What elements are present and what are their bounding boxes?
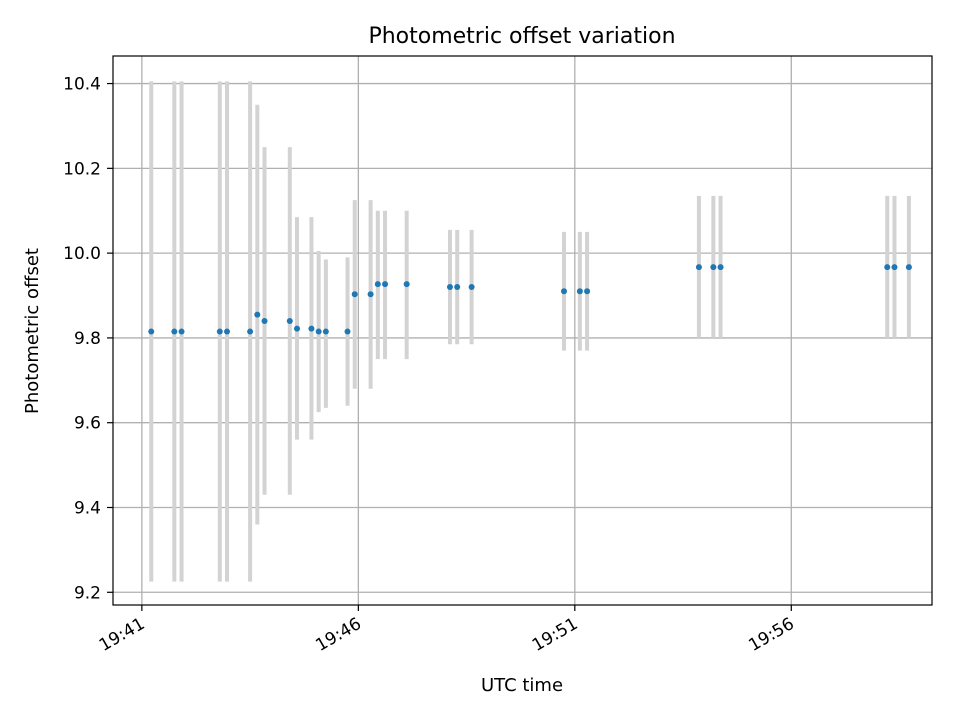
data-point: [468, 284, 475, 291]
data-point: [584, 288, 591, 295]
data-point: [382, 281, 389, 288]
data-point: [710, 264, 717, 271]
data-point: [216, 328, 223, 335]
data-point: [891, 264, 898, 271]
x-tick-label: 19:41: [96, 614, 148, 656]
y-axis-label: Photometric offset: [22, 248, 43, 414]
error-bars: [149, 81, 911, 582]
data-point: [315, 328, 322, 335]
data-point: [322, 328, 329, 335]
data-point: [905, 264, 912, 271]
data-point: [695, 264, 702, 271]
y-tick-label: 9.2: [74, 583, 101, 603]
data-point: [247, 328, 254, 335]
y-tick-label: 9.8: [74, 329, 101, 349]
y-axis-ticks: 9.2 9.4 9.6 9.8 10.0 10.2 10.4: [63, 75, 113, 603]
data-point: [178, 328, 185, 335]
y-tick-label: 9.4: [74, 498, 101, 518]
data-point: [446, 284, 453, 291]
data-point: [576, 288, 583, 295]
data-point: [224, 328, 231, 335]
data-point: [261, 317, 268, 324]
x-tick-label: 19:56: [745, 614, 797, 656]
data-point: [560, 288, 567, 295]
data-point: [403, 281, 410, 288]
y-tick-label: 10.2: [63, 159, 101, 179]
x-tick-label: 19:51: [529, 614, 581, 656]
data-point: [308, 325, 315, 332]
data-point: [294, 325, 301, 332]
x-axis-label: UTC time: [481, 675, 563, 696]
chart-title: Photometric offset variation: [368, 24, 675, 49]
data-point: [171, 328, 178, 335]
data-point: [884, 264, 891, 271]
data-point: [254, 311, 261, 318]
data-point: [367, 291, 374, 298]
data-point: [454, 284, 461, 291]
data-point: [344, 328, 351, 335]
data-point: [351, 291, 358, 298]
data-point: [717, 264, 724, 271]
data-point: [286, 317, 293, 324]
y-tick-label: 9.6: [74, 414, 101, 434]
x-tick-label: 19:46: [312, 614, 364, 656]
x-axis-ticks: 19:41 19:46 19:51 19:56: [96, 605, 798, 656]
plot-frame: [112, 55, 933, 606]
y-tick-label: 10.0: [63, 244, 101, 264]
data-point: [374, 281, 381, 288]
grid: [113, 56, 932, 605]
data-points: [148, 264, 912, 335]
y-tick-label: 10.4: [63, 75, 101, 95]
data-point: [148, 328, 155, 335]
